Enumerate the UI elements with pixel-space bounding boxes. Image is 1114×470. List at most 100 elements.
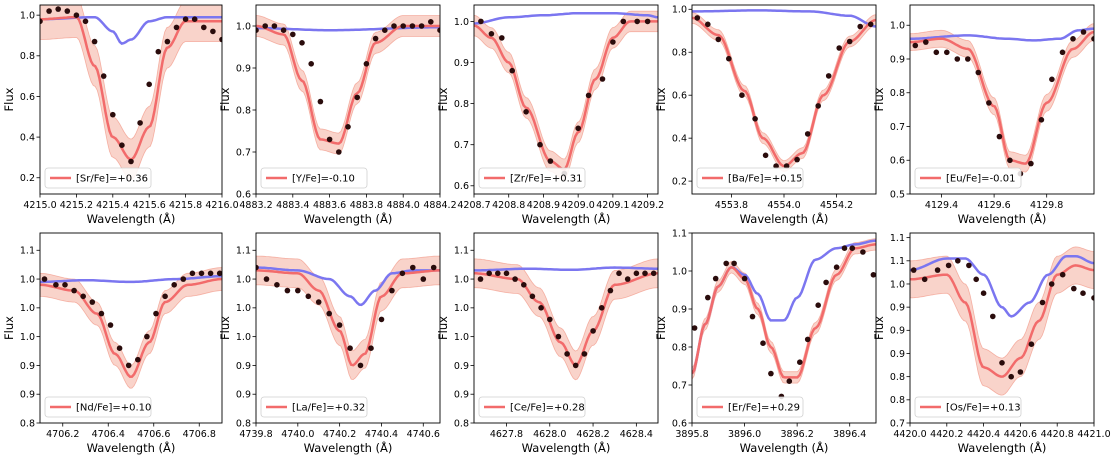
y-axis-label: Flux	[2, 316, 16, 340]
model-line	[474, 20, 658, 171]
axes-frame	[691, 232, 877, 424]
x-axis-label: Wavelength (Å)	[958, 440, 1047, 455]
observed-point	[155, 48, 162, 55]
observed-point	[741, 275, 748, 282]
model-line	[474, 272, 658, 367]
observed-point	[308, 61, 315, 67]
observed-point	[305, 293, 312, 300]
panel-8: 4627.8 4628.0 4628.2 4628.4 0.8 0.9 0.9 1.0 1.0 1…	[436, 232, 659, 455]
observed-point	[999, 360, 1005, 366]
y-axis-label: Flux	[654, 316, 668, 340]
observed-point	[62, 282, 68, 288]
x-tick-label: 3895.8	[675, 429, 708, 440]
x-tick-label: 4706.4	[92, 429, 125, 440]
observed-point	[271, 23, 278, 29]
observed-point	[857, 23, 863, 30]
y-tick-label: 0.8	[454, 99, 469, 110]
y-tick-label: 0.9	[454, 361, 469, 372]
y-tick-label: 1.0	[20, 274, 35, 285]
x-axis-label: Wavelength (Å)	[740, 440, 829, 455]
x-tick-label: 4884.2	[423, 200, 456, 211]
legend: [Os/Fe]=+0.13	[914, 396, 1022, 418]
observed-point	[216, 270, 222, 277]
observed-point	[486, 270, 493, 277]
uncertainty-band	[474, 10, 658, 180]
y-tick-label: 0.8	[236, 418, 251, 429]
x-tick-label: 3896.4	[833, 429, 866, 440]
observed-point	[996, 133, 1003, 140]
y-tick-label: 0.7	[890, 418, 905, 429]
y-tick-label: 0.9	[890, 349, 905, 360]
observed-point	[607, 287, 614, 294]
observed-point	[797, 359, 803, 366]
model-line	[256, 269, 440, 367]
y-tick-label: 1.0	[20, 332, 35, 343]
observed-point	[555, 333, 562, 340]
y-axis-label: Flux	[218, 316, 232, 340]
plot-area	[692, 9, 876, 172]
legend-label: [Ce/Fe]=+0.28	[510, 403, 585, 414]
observed-point	[499, 35, 505, 41]
y-tick-label: 1.0	[672, 5, 687, 16]
observed-point	[1091, 36, 1094, 42]
axes-frame	[909, 232, 1095, 424]
observed-point	[71, 287, 77, 294]
observed-point	[262, 23, 269, 29]
observed-point	[1007, 157, 1013, 164]
observed-point	[345, 124, 351, 130]
y-tick-label: 0.7	[454, 140, 469, 151]
observed-point	[162, 293, 168, 300]
observed-point	[1070, 36, 1076, 42]
observed-point	[910, 267, 917, 273]
observed-point	[100, 73, 107, 79]
observed-point	[91, 38, 98, 45]
panel-3: 4208.7 4208.8 4208.9 4209.0 4209.1 4209.2 0.6 0…	[436, 4, 664, 226]
x-tick-label: 4420.0	[893, 429, 926, 440]
observed-point	[537, 141, 543, 148]
uncertainty-band	[692, 12, 876, 172]
y-tick-label: 0.9	[236, 390, 251, 401]
y-tick-label: 1.0	[454, 303, 469, 314]
y-tick-label: 0.9	[890, 54, 905, 65]
y-tick-label: 1.0	[454, 332, 469, 343]
legend-label: [Er/Fe]=+0.29	[728, 403, 800, 414]
observed-point	[116, 345, 123, 352]
plot-area	[474, 10, 658, 180]
comparison-line	[692, 9, 876, 28]
x-tick-label: 4628.0	[533, 429, 566, 440]
x-axis-label: Wavelength (Å)	[304, 211, 393, 226]
legend: [La/Fe]=+0.32	[260, 396, 368, 418]
observed-point	[760, 340, 766, 347]
x-tick-label: 4209.2	[631, 200, 664, 211]
uncertainty-band	[256, 15, 440, 155]
observed-point	[420, 276, 427, 282]
x-tick-label: 4129.6	[977, 200, 1010, 211]
legend-box	[260, 396, 368, 418]
observed-point	[773, 163, 779, 169]
observed-point	[1017, 369, 1024, 375]
x-tick-label: 4421.0	[1077, 429, 1110, 440]
observed-point	[1080, 29, 1087, 35]
y-tick-label: 0.9	[236, 63, 251, 74]
x-tick-label: 4706.2	[46, 429, 79, 440]
y-tick-label: 0.7	[890, 122, 905, 133]
panel-5: 4129.4 4129.6 4129.8 0.5 0.6 0.7 0.8 0.9 1.0 Wave…	[872, 4, 1095, 226]
observed-point	[73, 12, 80, 18]
observed-point	[478, 18, 484, 25]
x-tick-label: 4215.4	[96, 200, 129, 211]
uncertainty-band	[910, 23, 1094, 173]
observed-point	[739, 92, 745, 98]
observed-point	[437, 27, 440, 33]
y-tick-label: 0.9	[236, 361, 251, 372]
panel-2: 4883.2 4883.4 4883.6 4883.8 4884.0 4884.2 0.6 0…	[218, 4, 457, 226]
observed-point	[110, 111, 116, 118]
observed-point	[210, 28, 216, 35]
observed-point	[705, 21, 711, 28]
x-tick-label: 4706.8	[183, 429, 216, 440]
x-axis-label: Wavelength (Å)	[87, 440, 176, 455]
observed-point	[40, 18, 43, 25]
observed-point	[749, 313, 756, 320]
observed-point	[326, 136, 333, 143]
observed-point	[409, 23, 416, 29]
y-tick-label: 0.2	[672, 177, 687, 188]
